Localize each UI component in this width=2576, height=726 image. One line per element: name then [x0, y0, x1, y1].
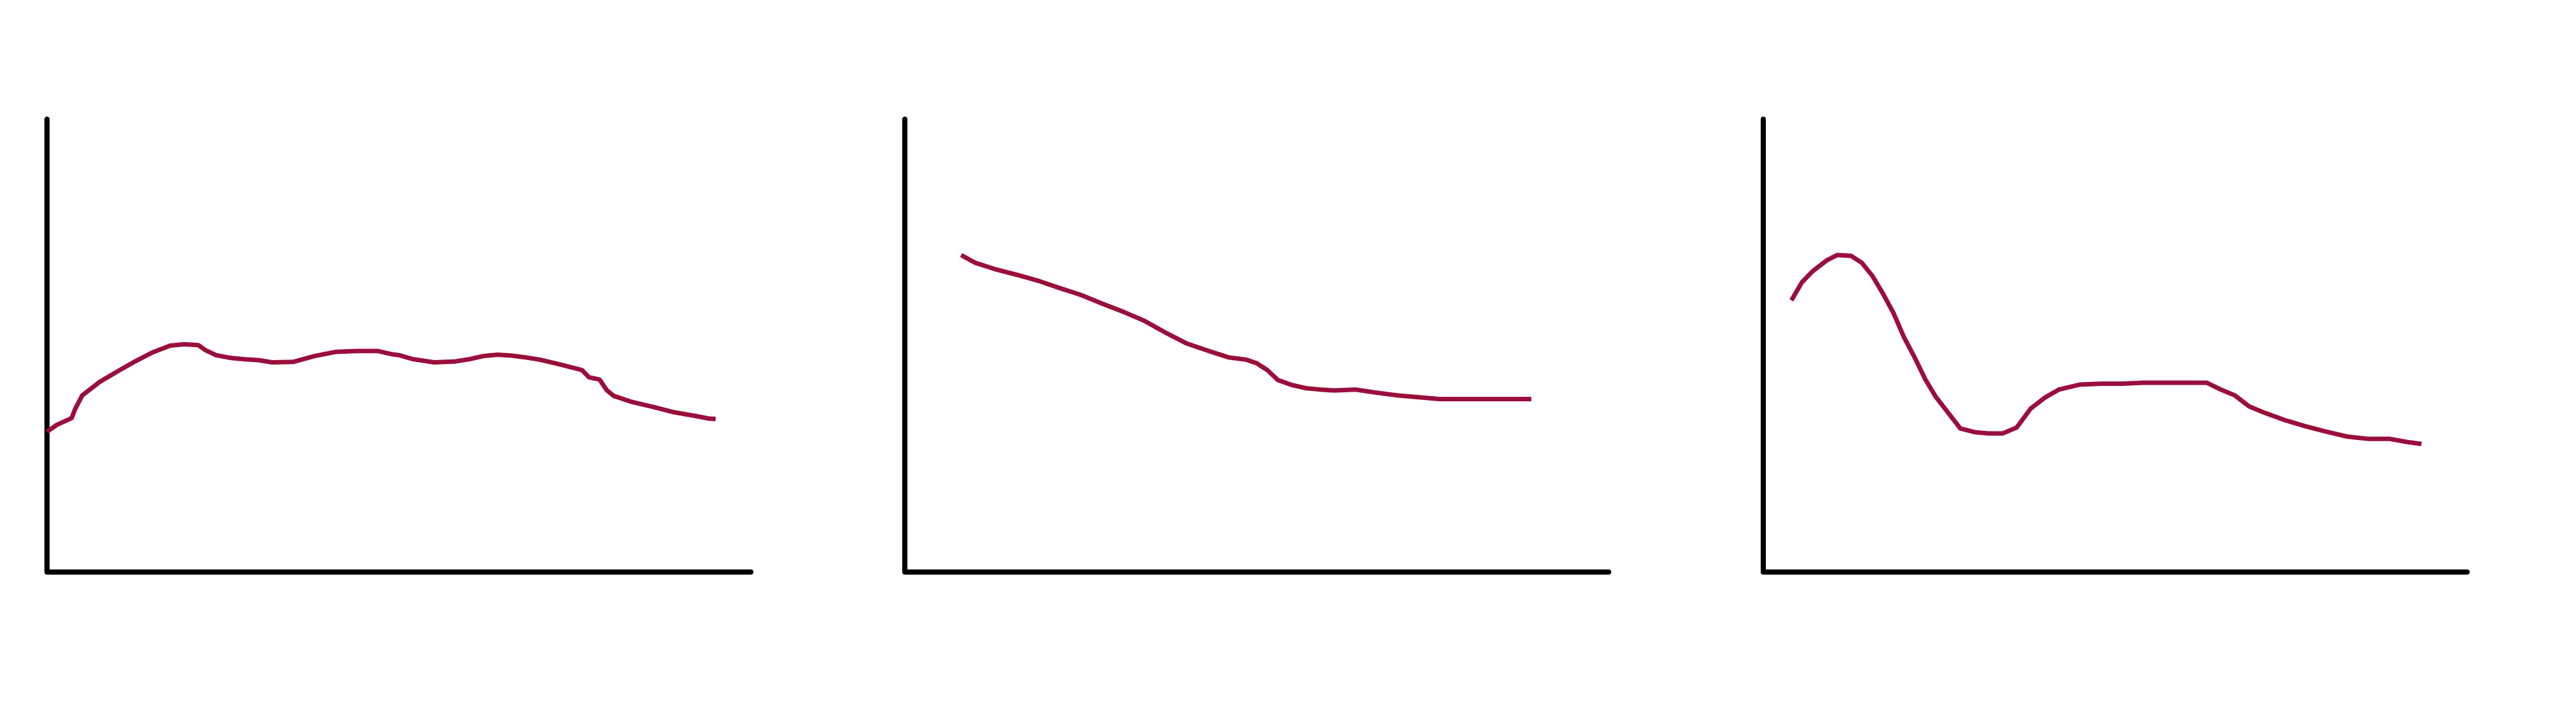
series-line-1: [1789, 253, 2422, 446]
chart-panel-2: [902, 117, 1611, 575]
chart-panel-3: [1761, 117, 2470, 575]
chart-panel-1: [44, 117, 753, 575]
series-line-1: [960, 253, 1531, 401]
series-line-1: [46, 341, 716, 434]
